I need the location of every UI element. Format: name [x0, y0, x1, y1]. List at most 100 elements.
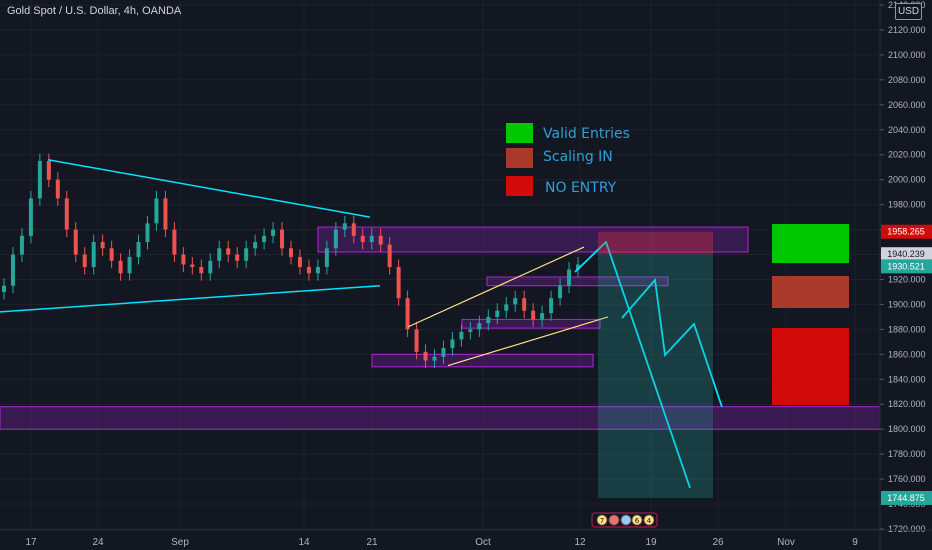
candle-body — [549, 298, 554, 314]
candle-body — [423, 351, 428, 361]
x-tick-label: 24 — [92, 537, 104, 548]
y-tick-label: 1880.000 — [888, 324, 926, 334]
candle-body — [262, 235, 267, 243]
scaling-in-box — [772, 276, 849, 308]
entry-boxes — [598, 224, 849, 498]
x-tick-label: 17 — [25, 537, 37, 548]
event-count: 6 — [635, 517, 640, 525]
candle-body — [324, 248, 329, 267]
candle-body — [540, 313, 545, 320]
event-flag-icon[interactable] — [643, 514, 655, 526]
projection-path-b — [621, 277, 723, 408]
candle-body — [567, 269, 572, 286]
y-tick-label: 1900.000 — [888, 299, 926, 309]
channel-lower-line — [447, 316, 609, 367]
currency-button[interactable]: USD — [895, 3, 922, 20]
candle-body — [163, 198, 168, 230]
event-flag-icon[interactable] — [608, 514, 620, 526]
candle-body — [82, 254, 87, 267]
y-tick-label: 1780.000 — [888, 449, 926, 459]
candle-body — [513, 298, 518, 305]
price-label-value: 1744.875 — [887, 493, 925, 503]
candle-body — [91, 242, 96, 267]
y-tick-label: 1920.000 — [888, 274, 926, 284]
trend-drawings — [0, 158, 723, 489]
candle-body — [145, 223, 150, 243]
price-zone — [0, 406, 881, 430]
time-axis[interactable]: 17 24 Sep 14 21 Oct 12 19 26 Nov 9 — [0, 529, 932, 548]
candle-body — [226, 248, 231, 255]
candle-body — [235, 254, 240, 261]
y-tick-label: 1820.000 — [888, 399, 926, 409]
legend-swatch-red — [506, 176, 533, 196]
descending-trendline — [47, 158, 371, 218]
candle-body — [531, 310, 536, 320]
event-flag-icon[interactable] — [620, 514, 632, 526]
legend-swatch-brown — [506, 148, 533, 168]
symbol-title: Gold Spot / U.S. Dollar, 4h, OANDA — [7, 5, 182, 17]
price-label — [881, 259, 932, 274]
price-label-value: 1940.239 — [887, 249, 925, 259]
legend-swatch-green — [506, 123, 533, 143]
price-zone — [371, 353, 594, 368]
candle-body — [396, 267, 401, 299]
candle-body — [172, 229, 177, 255]
candle-body — [109, 248, 114, 261]
candle-body — [414, 329, 419, 352]
candle-body — [522, 298, 527, 311]
candle-body — [459, 331, 464, 340]
candle-body — [342, 223, 347, 230]
price-label-value: 1930.521 — [887, 261, 925, 271]
candle-body — [558, 285, 563, 299]
candle-body — [19, 235, 24, 255]
support-resistance-zones — [0, 226, 881, 430]
candle-body — [280, 229, 285, 249]
event-count: 4 — [647, 517, 652, 525]
event-flag-icon[interactable] — [631, 514, 643, 526]
x-tick-label: 19 — [645, 537, 657, 548]
candle-body — [504, 304, 509, 311]
candle-body — [127, 257, 132, 274]
candle-body — [46, 160, 51, 180]
y-tick-label: 1860.000 — [888, 349, 926, 359]
candle-body — [306, 267, 311, 274]
x-tick-label: 12 — [574, 537, 586, 548]
x-tick-label: 9 — [852, 537, 858, 548]
y-tick-label: 2060.000 — [888, 100, 926, 110]
channel-upper-line — [407, 246, 585, 328]
candle-body — [244, 248, 249, 261]
candle-body — [118, 260, 123, 274]
candle-body — [432, 356, 437, 361]
x-tick-label: 21 — [366, 537, 378, 548]
candle-body — [190, 264, 195, 267]
candle-body — [315, 267, 320, 274]
valid-entry-box — [772, 224, 849, 263]
y-tick-label: 1720.000 — [888, 524, 926, 534]
price-label — [881, 490, 932, 505]
candle-body — [387, 244, 392, 267]
legend-label: NO ENTRY — [545, 180, 617, 196]
y-tick-label: 1980.000 — [888, 200, 926, 210]
y-tick-label: 2080.000 — [888, 75, 926, 85]
y-tick-label: 2120.000 — [888, 25, 926, 35]
candle-body — [100, 242, 105, 249]
event-flag-icon[interactable] — [596, 514, 608, 526]
candle-body — [441, 348, 446, 357]
candle-body — [64, 198, 69, 230]
price-axis[interactable]: 1720.0001740.0001760.0001780.0001800.000… — [879, 0, 932, 550]
stop-loss-area — [598, 231, 713, 255]
candle-body — [495, 310, 500, 317]
candle-body — [136, 242, 141, 258]
y-tick-label: 2000.000 — [888, 175, 926, 185]
projection-path-a — [574, 240, 691, 489]
candle-body — [486, 316, 491, 324]
candle-body — [73, 229, 78, 255]
candle-body — [208, 260, 213, 274]
candle-body — [351, 223, 356, 236]
x-tick-label: 14 — [298, 537, 310, 548]
candle-body — [37, 160, 42, 199]
events-group[interactable] — [591, 512, 658, 528]
candle-body — [289, 248, 293, 258]
